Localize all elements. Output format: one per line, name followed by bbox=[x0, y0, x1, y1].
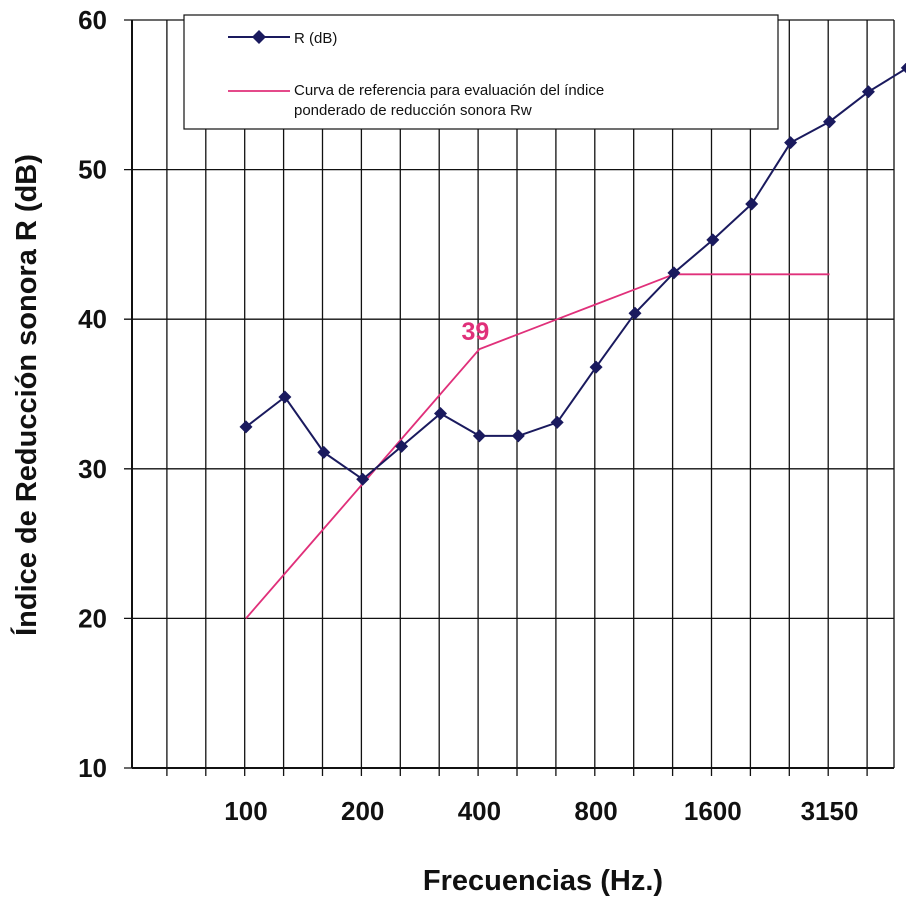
r-series-point bbox=[434, 406, 447, 420]
x-axis-title: Frecuencias (Hz.) bbox=[423, 865, 663, 897]
x-axis-ticks: 100 200 400 800 1600 3150 bbox=[224, 796, 858, 826]
r-series-point bbox=[900, 62, 906, 74]
annotation-label: 39 bbox=[461, 318, 489, 346]
r-series-point bbox=[628, 306, 642, 320]
grid bbox=[124, 19, 894, 776]
y-tick-label: 50 bbox=[78, 155, 107, 185]
y-tick-label: 40 bbox=[78, 304, 107, 334]
r-series-point bbox=[239, 420, 253, 434]
legend: R (dB) Curva de referencia para evaluaci… bbox=[183, 14, 779, 130]
plot-frame bbox=[131, 20, 895, 769]
x-tick-label: 800 bbox=[574, 796, 617, 826]
y-axis-ticks: 10 20 30 40 50 60 bbox=[78, 5, 107, 783]
x-tick-label: 400 bbox=[458, 796, 501, 826]
legend-ref-label: Curva de referencia para evaluación del … bbox=[294, 82, 604, 119]
legend-r-label: R (dB) bbox=[294, 30, 337, 47]
reference-curve bbox=[245, 273, 830, 619]
r-series-point bbox=[511, 429, 525, 443]
x-tick-label: 1600 bbox=[684, 796, 742, 826]
r-series-point bbox=[784, 136, 798, 150]
r-series-point bbox=[550, 415, 564, 429]
x-tick-label: 200 bbox=[341, 796, 384, 826]
y-tick-label: 60 bbox=[78, 5, 107, 35]
y-axis-title: Índice de Reducción sonora R (dB) bbox=[9, 154, 43, 636]
r-series-point bbox=[667, 266, 681, 280]
x-tick-label: 100 bbox=[224, 796, 267, 826]
r-series-point bbox=[356, 472, 370, 486]
legend-r-marker bbox=[252, 30, 266, 44]
r-series-point bbox=[745, 197, 759, 211]
y-tick-label: 10 bbox=[78, 753, 107, 783]
r-series-point bbox=[589, 360, 603, 374]
reference-curve-line bbox=[245, 273, 830, 619]
r-series-point bbox=[395, 439, 409, 453]
r-series-line bbox=[245, 67, 906, 481]
r-series bbox=[239, 62, 906, 486]
legend-box bbox=[183, 14, 779, 130]
r-series-point bbox=[472, 429, 486, 443]
legend-ref-label-line: ponderado de reducción sonora Rw bbox=[294, 102, 532, 119]
r-series-point bbox=[317, 445, 331, 459]
r-series-point bbox=[823, 115, 836, 129]
r-series-point bbox=[278, 390, 292, 404]
y-tick-label: 20 bbox=[78, 603, 107, 633]
r-series-point bbox=[861, 85, 875, 99]
x-tick-label: 3150 bbox=[801, 796, 859, 826]
legend-ref-label-line: Curva de referencia para evaluación del … bbox=[294, 82, 604, 99]
y-tick-label: 30 bbox=[78, 454, 107, 484]
r-series-point bbox=[706, 233, 720, 247]
annotations: 39 bbox=[461, 318, 489, 346]
